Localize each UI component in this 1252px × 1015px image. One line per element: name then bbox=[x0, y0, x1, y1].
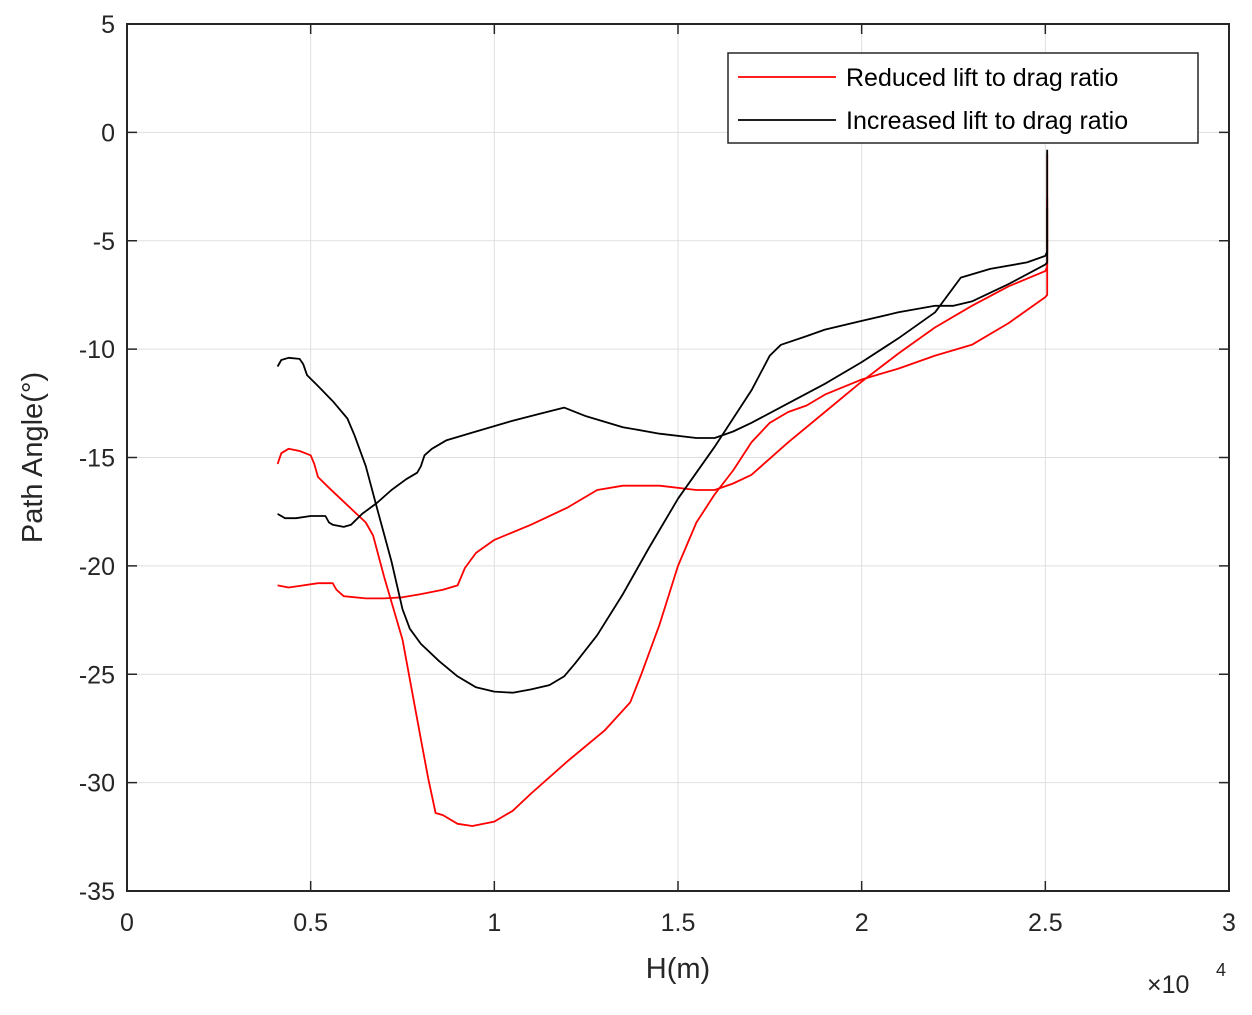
y-tick-label: 0 bbox=[101, 119, 115, 147]
series-line-reduced bbox=[277, 197, 1049, 600]
legend-label-reduced: Reduced lift to drag ratio bbox=[846, 64, 1118, 92]
x-tick-label: 0 bbox=[120, 909, 134, 937]
x-tick-label: 3 bbox=[1222, 909, 1236, 937]
series-line-reduced bbox=[276, 154, 1049, 827]
y-tick-label: -15 bbox=[79, 445, 115, 473]
x-tick-label: 0.5 bbox=[293, 909, 328, 937]
legend: Reduced lift to drag ratio Increased lif… bbox=[727, 52, 1199, 144]
y-tick-label: -35 bbox=[79, 878, 115, 906]
x-tick-label: 1.5 bbox=[661, 909, 696, 937]
y-tick-label: -30 bbox=[79, 770, 115, 798]
series-line-increased bbox=[276, 149, 1049, 694]
x-tick-label: 1 bbox=[487, 909, 501, 937]
y-tick-label: -25 bbox=[79, 661, 115, 689]
x-exponent-base: ×10 bbox=[1147, 971, 1189, 999]
series-layer bbox=[276, 149, 1049, 827]
y-axis-label: Path Angle(°) bbox=[17, 372, 49, 543]
x-axis-label: H(m) bbox=[646, 953, 710, 985]
series-line-increased bbox=[277, 208, 1049, 528]
grid bbox=[126, 23, 1230, 892]
legend-box bbox=[727, 52, 1199, 144]
axis-ticks: 0 0.5 1 1.5 2 2.5 3 5 0 -5 -10 -15 -20 -25 -30 -35 bbox=[79, 11, 1236, 937]
x-tick-label: 2.5 bbox=[1028, 909, 1063, 937]
y-tick-label: -20 bbox=[79, 553, 115, 581]
x-axis-exponent: ×10 4 bbox=[1147, 960, 1226, 999]
y-tick-label: 5 bbox=[101, 11, 115, 39]
y-tick-label: -5 bbox=[93, 228, 115, 256]
y-tick-label: -10 bbox=[79, 336, 115, 364]
x-exponent-power: 4 bbox=[1216, 960, 1226, 980]
legend-label-increased: Increased lift to drag ratio bbox=[846, 107, 1128, 135]
x-tick-label: 2 bbox=[855, 909, 869, 937]
